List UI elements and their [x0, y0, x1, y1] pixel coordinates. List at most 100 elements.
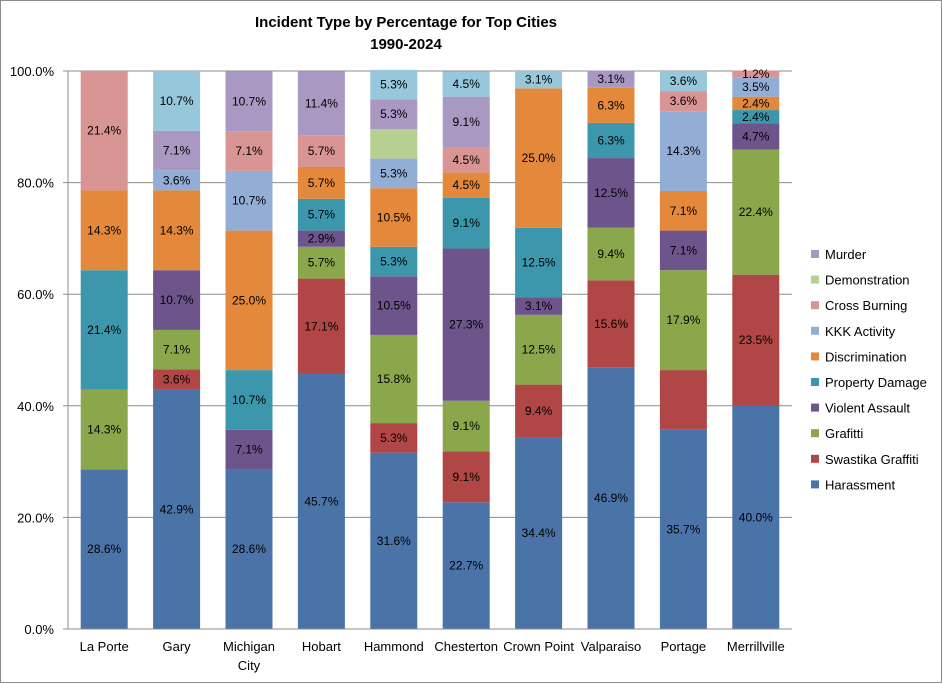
legend-item: Swastika Graffiti [811, 452, 919, 467]
legend-swatch [811, 275, 819, 284]
bar-segment [370, 158, 418, 189]
data-label: 25.0% [522, 151, 556, 165]
bar-segment [225, 71, 273, 132]
category-label: La Porte [80, 639, 129, 654]
bar-segment [370, 129, 418, 159]
bar-segment [442, 197, 490, 249]
bar-segment [153, 170, 201, 191]
bar-segment [297, 373, 345, 629]
bar-segment [515, 227, 563, 298]
legend-label: Discrimination [825, 349, 907, 364]
data-label: 14.3% [87, 423, 121, 437]
bar-segment [732, 149, 780, 275]
bar-segment [153, 270, 201, 330]
bar-segment [587, 122, 635, 159]
bar-segment [297, 278, 345, 374]
data-label: 3.6% [670, 94, 698, 108]
bar-segment [370, 246, 418, 277]
bar-segment [297, 71, 345, 136]
y-tick-label: 0.0% [24, 622, 54, 637]
data-label: 42.9% [160, 502, 194, 516]
data-label: 4.5% [453, 77, 481, 91]
data-label: 7.1% [235, 144, 263, 158]
bar-segment [370, 69, 418, 100]
data-label: 9.1% [453, 419, 481, 433]
legend-label: Property Damage [825, 375, 927, 390]
bar-segment [515, 71, 563, 89]
data-label: 4.5% [453, 178, 481, 192]
bar-segment [659, 71, 707, 92]
chart-title-line-1: Incident Type by Percentage for Top Citi… [255, 14, 557, 31]
bars [80, 69, 780, 629]
data-label: 15.6% [594, 317, 628, 331]
data-label: 3.1% [597, 72, 625, 86]
data-label: 10.7% [160, 94, 194, 108]
legend-item: Discrimination [811, 349, 907, 364]
legend-item: Property Damage [811, 375, 927, 390]
bar-segment [515, 314, 563, 385]
legend-item: Murder [811, 247, 867, 262]
data-label: 5.3% [380, 107, 408, 121]
data-label: 12.5% [522, 256, 556, 270]
category-label: Michigan [223, 639, 275, 654]
legend-swatch [811, 454, 819, 463]
data-label: 15.8% [377, 372, 411, 386]
bar-segment [442, 71, 490, 97]
bar-segment [370, 423, 418, 453]
bar-segment [370, 188, 418, 247]
category-label: Portage [661, 639, 707, 654]
category-label: Merrillville [727, 639, 785, 654]
legend-label: Demonstration [825, 273, 910, 288]
bar-segment [515, 437, 563, 629]
data-label: 3.6% [670, 74, 698, 88]
data-label: 23.5% [739, 333, 773, 347]
bar-segment [80, 190, 128, 271]
data-label: 10.7% [232, 393, 266, 407]
data-label: 31.6% [377, 534, 411, 548]
legend-swatch [811, 326, 819, 335]
data-label: 10.5% [377, 210, 411, 224]
legend-swatch [811, 352, 819, 361]
bar-segment [297, 246, 345, 279]
data-label: 12.5% [522, 343, 556, 357]
bar-segment [587, 280, 635, 368]
data-label: 2.9% [308, 232, 336, 246]
y-tick-label: 60.0% [17, 287, 54, 302]
data-label: 7.1% [235, 443, 263, 457]
x-axis-category-labels: La Porte Gary Michigan City Hobart Hammond Che… [80, 639, 785, 673]
legend-label: Murder [825, 247, 867, 262]
bar-segment [80, 469, 128, 629]
bar-segment [442, 172, 490, 198]
bar-segment [732, 77, 780, 97]
legend-label: KKK Activity [825, 324, 896, 339]
bar-segment [370, 452, 418, 629]
legend-swatch [811, 378, 819, 386]
legend-item: Demonstration [811, 273, 910, 288]
data-label: 5.3% [380, 78, 408, 92]
data-label: 9.4% [525, 404, 553, 418]
bar-segment [659, 190, 707, 231]
bar-segment [225, 370, 273, 430]
data-label: 3.5% [742, 80, 770, 94]
data-label: 7.1% [163, 343, 191, 357]
data-label: 28.6% [232, 542, 266, 556]
data-label: 46.9% [594, 491, 628, 505]
legend-item: Violent Assault [811, 401, 910, 416]
bar-segment [587, 367, 635, 629]
axes [67, 71, 792, 630]
data-label: 11.4% [305, 96, 338, 110]
data-label: 14.3% [160, 223, 194, 237]
legend-swatch [811, 301, 819, 310]
legend-item: Cross Burning [811, 298, 907, 313]
bar-segment [370, 276, 418, 335]
bar-segment [587, 227, 635, 281]
bar-segment [297, 166, 345, 199]
bar-segment [515, 297, 563, 315]
data-label: 17.9% [666, 313, 700, 327]
bar-segment [659, 91, 707, 112]
data-label: 10.5% [377, 299, 411, 313]
data-label: 6.3% [597, 98, 625, 112]
bar-segment [153, 71, 201, 131]
data-label: 35.7% [666, 522, 700, 536]
data-label: 10.7% [232, 194, 266, 208]
